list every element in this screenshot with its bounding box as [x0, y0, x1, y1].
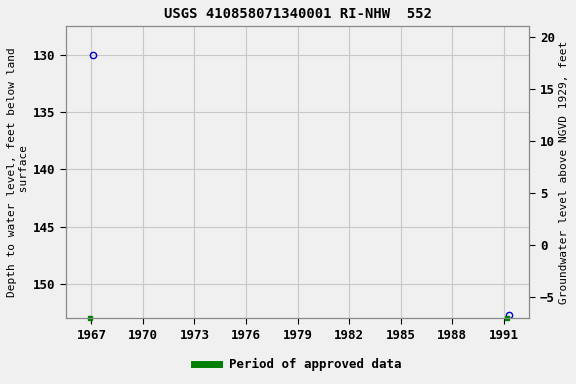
Title: USGS 410858071340001 RI-NHW  552: USGS 410858071340001 RI-NHW 552 [164, 7, 431, 21]
Y-axis label: Depth to water level, feet below land
 surface: Depth to water level, feet below land su… [7, 47, 29, 297]
Y-axis label: Groundwater level above NGVD 1929, feet: Groundwater level above NGVD 1929, feet [559, 41, 569, 304]
Legend: Period of approved data: Period of approved data [189, 353, 406, 376]
